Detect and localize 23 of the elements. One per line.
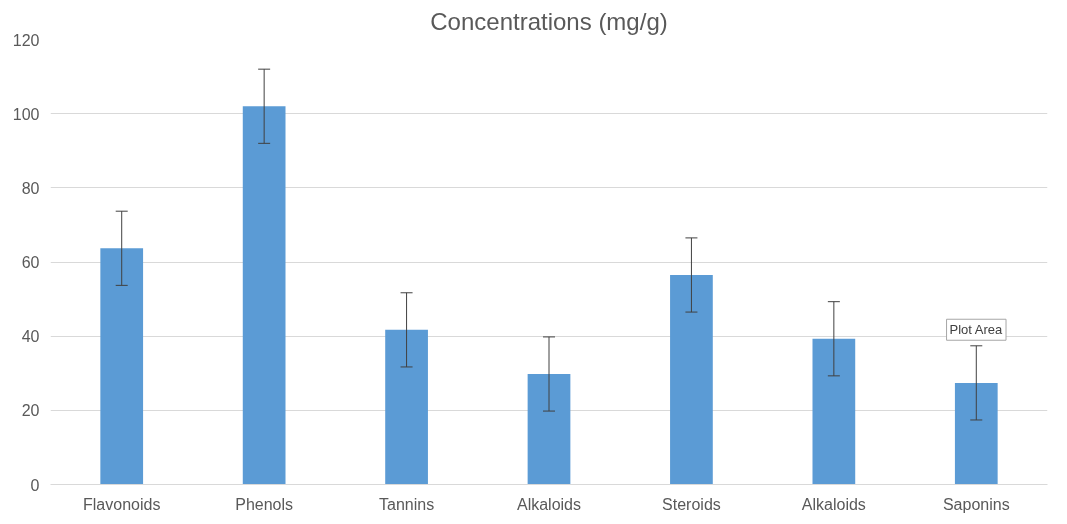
y-tick-label: 100 — [12, 105, 40, 123]
bar — [100, 248, 144, 485]
bar — [670, 274, 713, 485]
y-tick-label: 80 — [21, 179, 40, 197]
x-tick-label: Tannins — [379, 495, 435, 513]
bar — [527, 373, 571, 485]
x-tick-label: Steroids — [662, 495, 721, 513]
y-tick-label: 120 — [12, 31, 40, 49]
bar — [385, 329, 428, 485]
y-tick-label: 0 — [30, 476, 40, 494]
x-tick-label: Alkaloids — [516, 495, 582, 513]
y-tick-label: 20 — [21, 402, 40, 420]
x-tick-label: Alkaloids — [801, 495, 866, 513]
chart-title: Concentrations (mg/g) — [430, 7, 668, 35]
annotation: Plot Area — [949, 322, 1004, 338]
y-tick-label: 40 — [21, 328, 40, 346]
bar — [812, 338, 856, 485]
x-tick-label: Phenols — [235, 495, 294, 513]
x-tick-label: Saponins — [942, 495, 1010, 513]
y-tick-label: 60 — [21, 254, 40, 271]
bar — [242, 106, 286, 485]
bar — [954, 382, 998, 485]
x-tick-label: Flavonoids — [83, 495, 161, 513]
